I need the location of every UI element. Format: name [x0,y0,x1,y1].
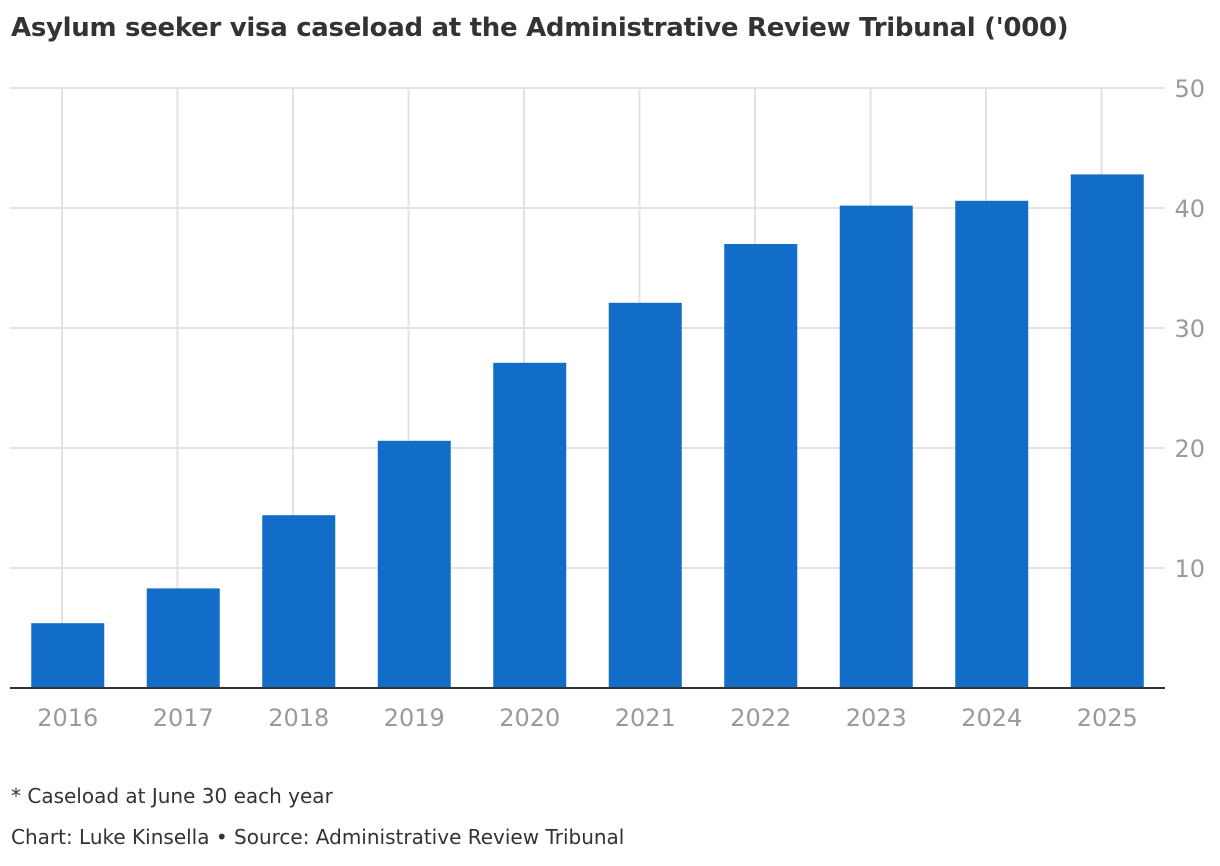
y-tick-label: 20 [1174,435,1205,463]
x-tick-label: 2016 [37,704,98,732]
x-tick-label: 2020 [499,704,560,732]
bar-2024 [955,200,1029,689]
x-tick-label: 2019 [384,704,445,732]
bar-2018 [262,515,336,688]
x-tick-label: 2025 [1077,704,1138,732]
bar-2019 [377,440,451,688]
chart-title: Asylum seeker visa caseload at the Admin… [11,13,1069,43]
y-tick-label: 50 [1174,75,1205,103]
bar-2022 [724,244,798,688]
x-tick-label: 2018 [268,704,329,732]
x-axis-ticks: 2016 2017 2018 2019 2020 2021 2022 2023 2024 2025 [37,704,1138,732]
y-axis-ticks: 10 20 30 40 50 [1174,75,1205,583]
x-tick-label: 2022 [730,704,791,732]
bar-2020 [493,362,567,688]
bar-2023 [839,205,913,688]
y-tick-label: 30 [1174,315,1205,343]
x-tick-label: 2023 [846,704,907,732]
x-tick-label: 2024 [961,704,1022,732]
bar-2025 [1070,174,1144,688]
x-tick-label: 2021 [615,704,676,732]
x-tick-label: 2017 [153,704,214,732]
y-tick-label: 40 [1174,195,1205,223]
y-tick-label: 10 [1174,555,1205,583]
bar-2021 [608,302,682,688]
source-credit: Chart: Luke Kinsella • Source: Administr… [11,825,625,849]
bar-2016 [31,623,105,688]
footnote: * Caseload at June 30 each year [11,784,333,808]
bar-2017 [146,588,220,688]
bars [31,174,1144,689]
